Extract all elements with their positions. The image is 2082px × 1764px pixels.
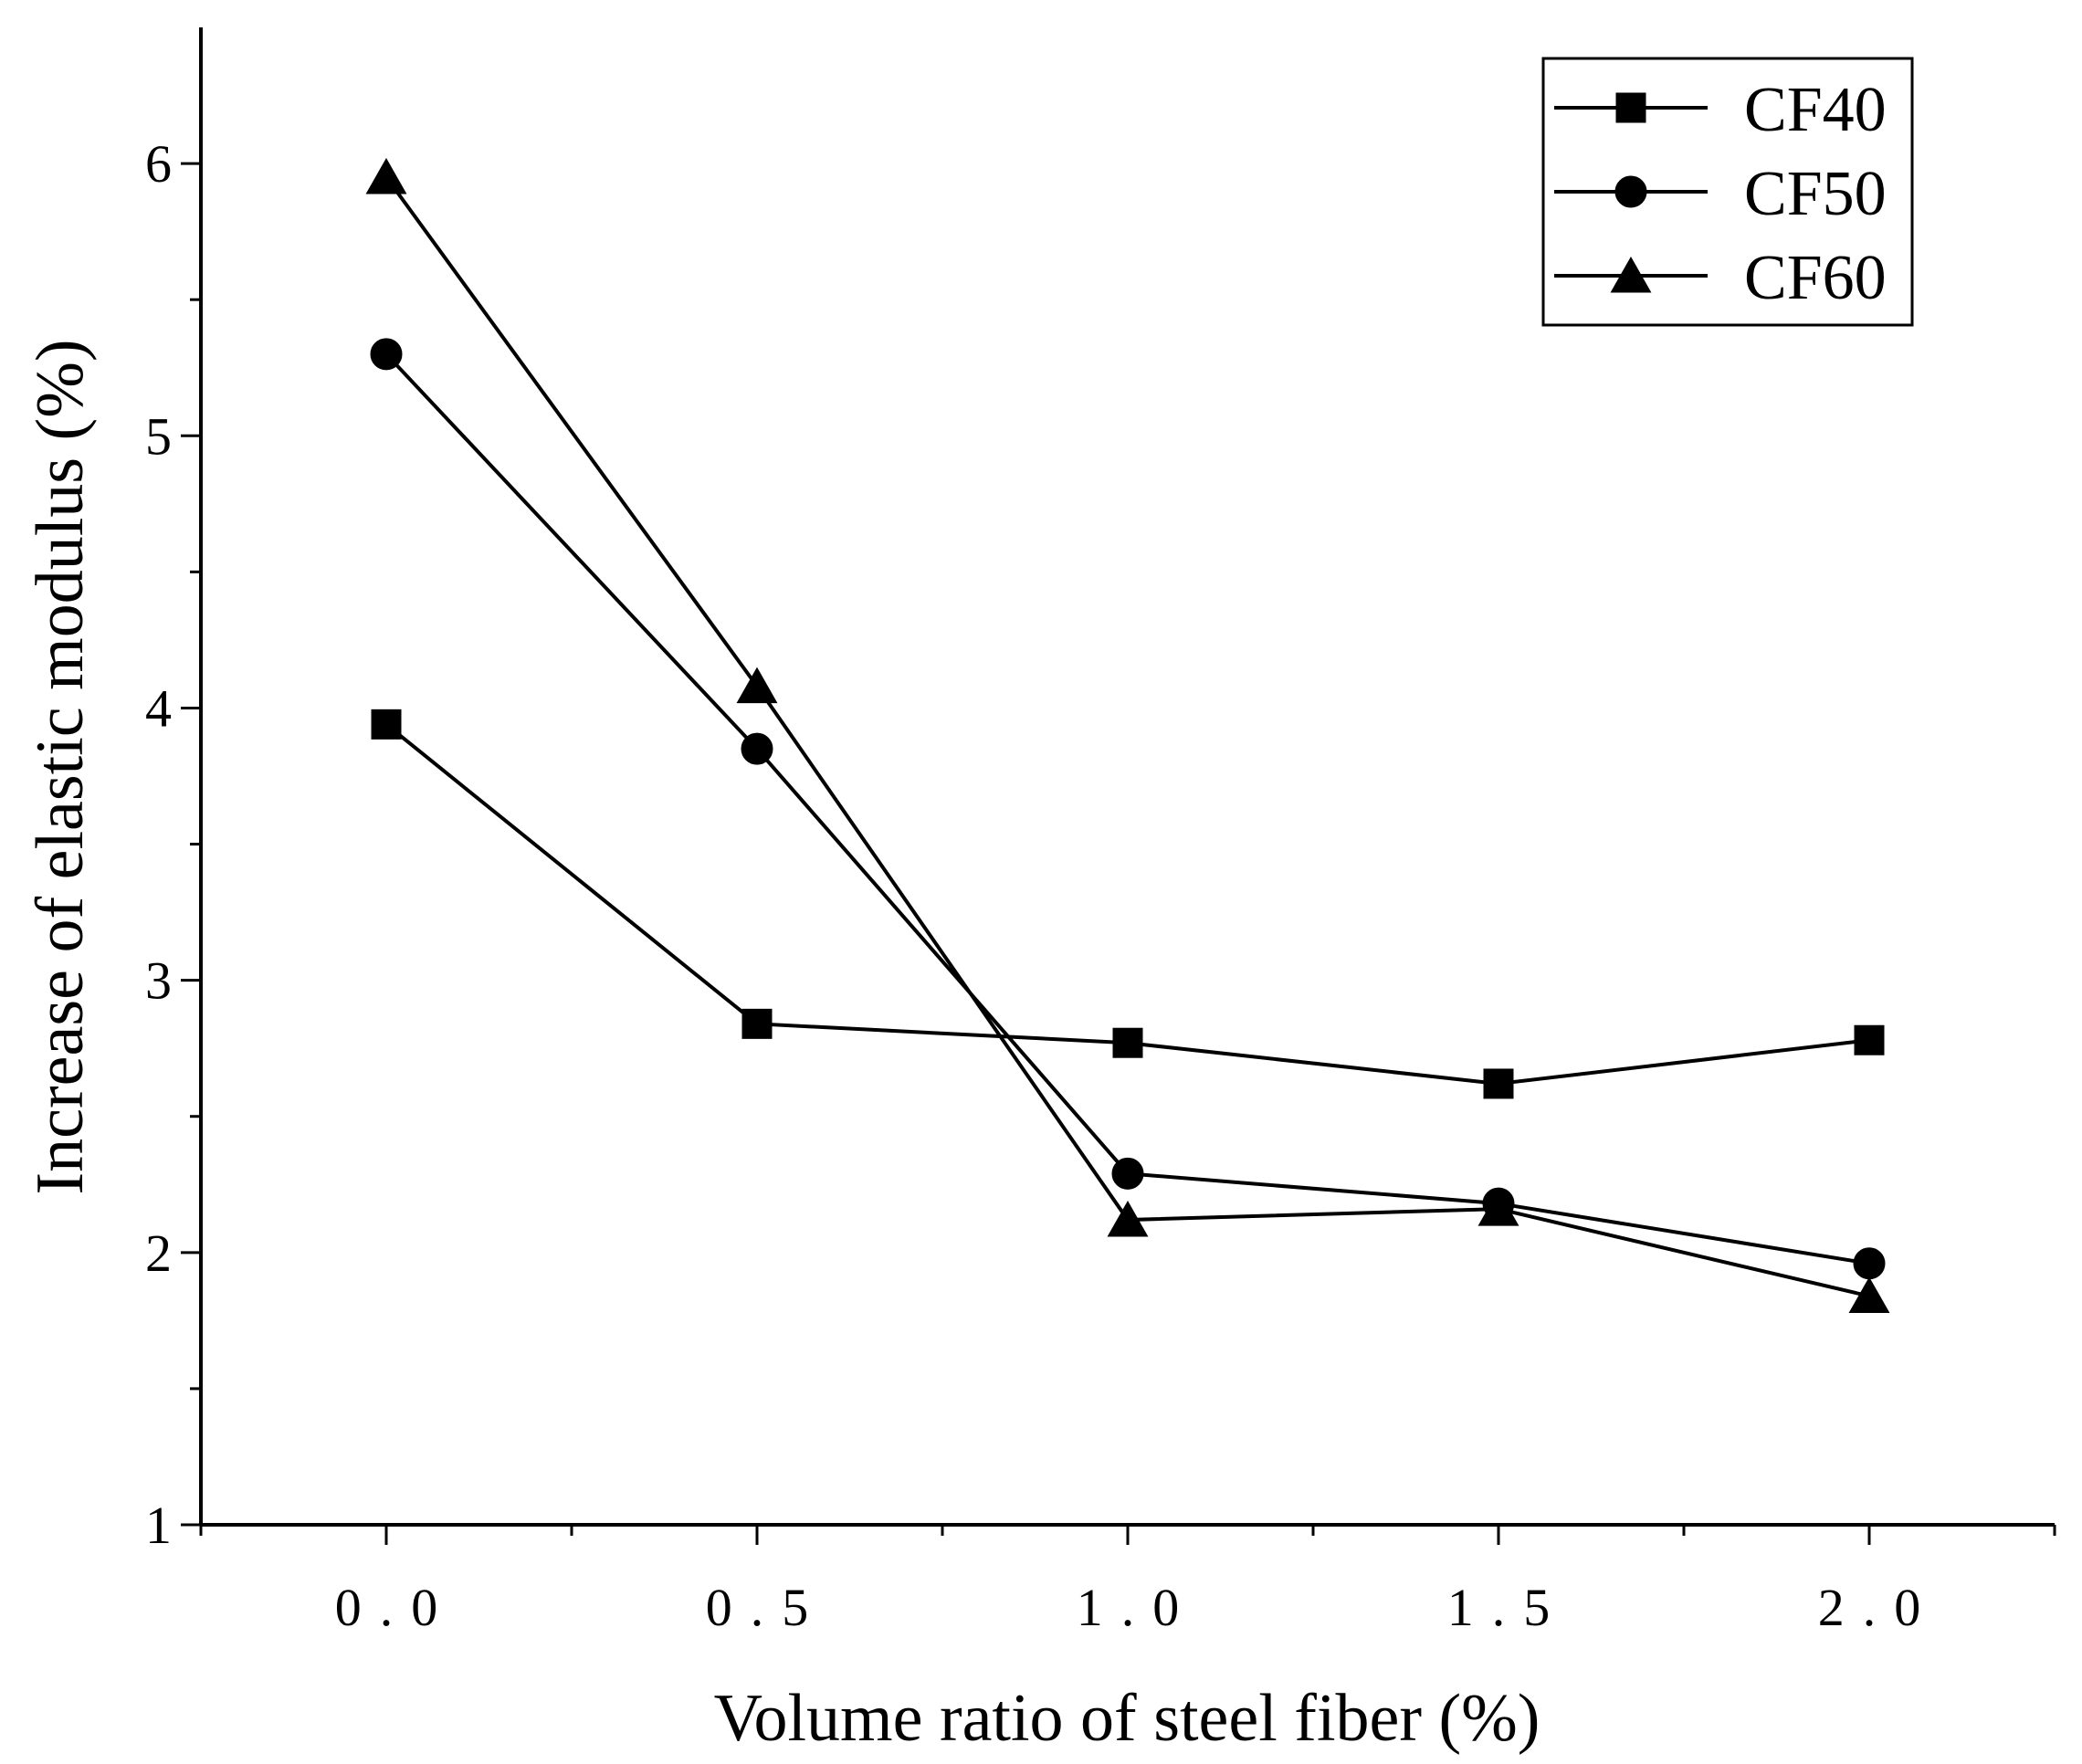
legend-item-cf50: CF50: [1554, 159, 1887, 229]
x-tick-label: 0.0: [335, 1578, 457, 1637]
series-cf60: [365, 157, 1890, 1314]
data-series: [365, 157, 1890, 1314]
x-tick-label: 0.5: [706, 1578, 827, 1637]
y-tick-label: 3: [145, 951, 172, 1011]
data-point-cf50: [370, 338, 403, 371]
legend-marker-cf40: [1615, 92, 1646, 123]
data-point-cf60: [1107, 1201, 1149, 1237]
legend-label-cf60: CF60: [1744, 243, 1887, 313]
legend-label-cf50: CF50: [1744, 159, 1887, 229]
y-tick-label: 6: [145, 134, 172, 194]
axis-ticks: 1 2 3 4 5 6 0.0 0.5 1.0 1.5 2.0: [145, 134, 2056, 1637]
legend-item-cf60: CF60: [1554, 243, 1887, 313]
data-point-cf50: [1853, 1247, 1886, 1280]
data-point-cf40: [741, 1008, 773, 1039]
legend-marker-cf50: [1614, 175, 1647, 208]
series-line-cf60: [384, 175, 1870, 1298]
data-point-cf40: [1112, 1027, 1143, 1058]
data-point-cf60: [365, 157, 407, 194]
data-point-cf40: [1854, 1024, 1885, 1055]
data-point-cf40: [371, 709, 402, 740]
data-point-cf50: [741, 732, 773, 765]
x-axis-title: Volume ratio of steel fiber (%): [714, 1681, 1540, 1756]
series-cf50: [370, 338, 1886, 1280]
y-tick-label: 4: [145, 678, 172, 738]
legend-marker-cf60: [1610, 256, 1652, 293]
data-point-cf60: [1477, 1190, 1519, 1226]
series-cf40: [371, 709, 1885, 1099]
data-point-cf40: [1483, 1068, 1514, 1099]
x-tick-label: 1.0: [1077, 1578, 1198, 1637]
legend-label-cf40: CF40: [1744, 75, 1887, 145]
x-tick-label: 1.5: [1447, 1578, 1569, 1637]
series-line-cf50: [384, 352, 1870, 1265]
x-tick-label: 2.0: [1818, 1578, 1940, 1637]
data-point-cf60: [1848, 1276, 1890, 1314]
y-axis-title: Increase of elastic modulus (%): [23, 340, 98, 1195]
y-tick-label: 1: [145, 1496, 172, 1555]
legend: CF40 CF50 CF60: [1541, 57, 1914, 327]
y-tick-label: 2: [145, 1223, 172, 1283]
data-point-cf60: [736, 667, 778, 704]
y-tick-label: 5: [145, 406, 172, 466]
data-point-cf50: [1111, 1157, 1144, 1190]
legend-item-cf40: CF40: [1554, 75, 1887, 145]
